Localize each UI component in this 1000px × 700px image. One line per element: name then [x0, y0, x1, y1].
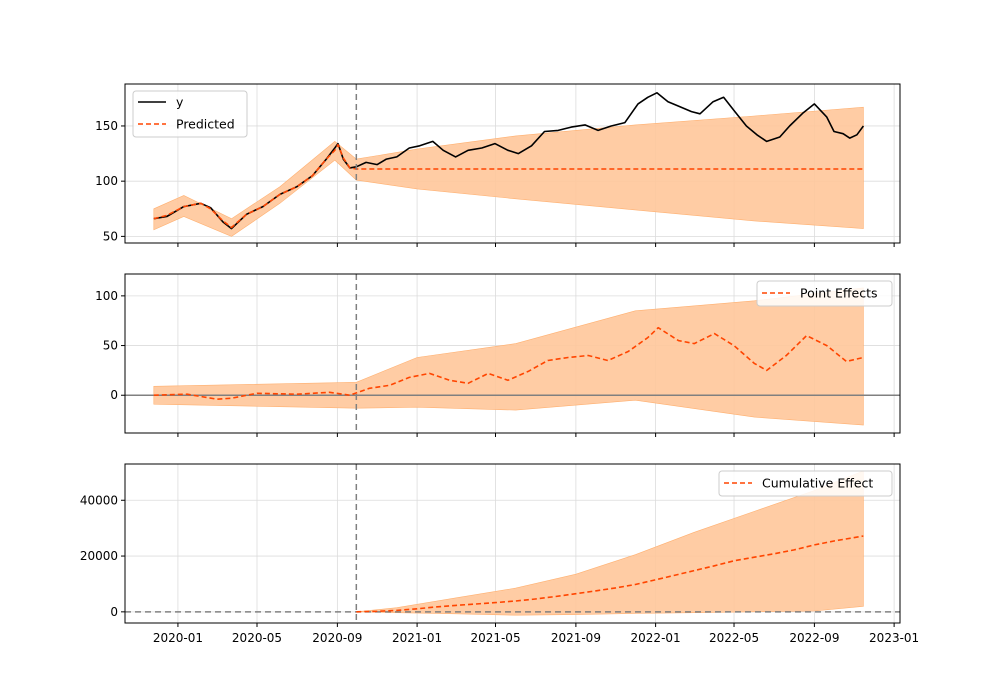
y-tick-label: 50	[103, 339, 118, 353]
legend-label-y: y	[176, 95, 184, 110]
confidence-band	[356, 470, 864, 616]
y-tick-label: 20000	[80, 549, 118, 563]
x-tick-label: 2020-05	[232, 631, 282, 645]
axes-frame	[124, 463, 901, 624]
panel-cumulative-effect: 0 20000 40000 Cumulative Effect	[80, 463, 901, 627]
legend-label-predicted: Predicted	[176, 117, 235, 132]
x-tick-label: 2022-01	[631, 631, 681, 645]
y-tick-label: 40000	[80, 493, 118, 507]
panel-observed-predicted: 50 100 150 y Predicted	[95, 83, 901, 247]
x-tick-label: 2020-09	[312, 631, 362, 645]
x-axis-tick-labels: 2020-01 2020-05 2020-09 2021-01 2021-05 2021-…	[153, 631, 919, 645]
x-tick-label: 2022-05	[709, 631, 759, 645]
legend-frame	[718, 470, 893, 497]
panel-1-band	[153, 106, 864, 237]
panel-3-axes: 0 20000 40000	[80, 463, 901, 627]
panel-1-series	[153, 84, 865, 243]
panel-1-legend: y Predicted	[132, 90, 248, 138]
series-line-predicted	[153, 143, 864, 229]
confidence-band	[153, 287, 864, 426]
panel-3-band	[356, 470, 864, 616]
series-line-point-effects	[153, 326, 864, 401]
panel-3-legend: Cumulative Effect	[718, 470, 893, 497]
panel-2-legend: Point Effects	[756, 280, 893, 307]
series-line-cumulative-effect	[356, 535, 864, 613]
axes-frame	[124, 83, 901, 244]
panel-point-effects: 0 50 100 Point Effects	[95, 273, 901, 437]
panel-2-series	[125, 274, 900, 433]
confidence-band	[153, 106, 864, 237]
panel-2-band	[153, 287, 864, 426]
legend-label-point-effects: Point Effects	[800, 286, 878, 301]
x-tick-label: 2021-09	[551, 631, 601, 645]
axes-frame	[124, 273, 901, 434]
panel-3-series	[125, 464, 900, 623]
y-tick-label: 100	[95, 174, 118, 188]
panel-2-axes: 0 50 100	[95, 273, 901, 437]
series-line-y	[153, 92, 865, 230]
x-tick-label: 2021-01	[392, 631, 442, 645]
x-tick-label: 2022-09	[789, 631, 839, 645]
y-tick-label: 0	[110, 605, 118, 619]
y-tick-label: 150	[95, 119, 118, 133]
y-tick-label: 100	[95, 289, 118, 303]
x-tick-label: 2020-01	[153, 631, 203, 645]
y-tick-label: 50	[103, 229, 118, 243]
x-tick-label: 2023-01	[869, 631, 919, 645]
panel-1-axes: 50 100 150	[95, 83, 901, 247]
x-tick-label: 2021-05	[470, 631, 520, 645]
y-tick-label: 0	[110, 388, 118, 402]
legend-label-cumulative-effect: Cumulative Effect	[762, 476, 873, 491]
legend-frame	[756, 280, 893, 307]
